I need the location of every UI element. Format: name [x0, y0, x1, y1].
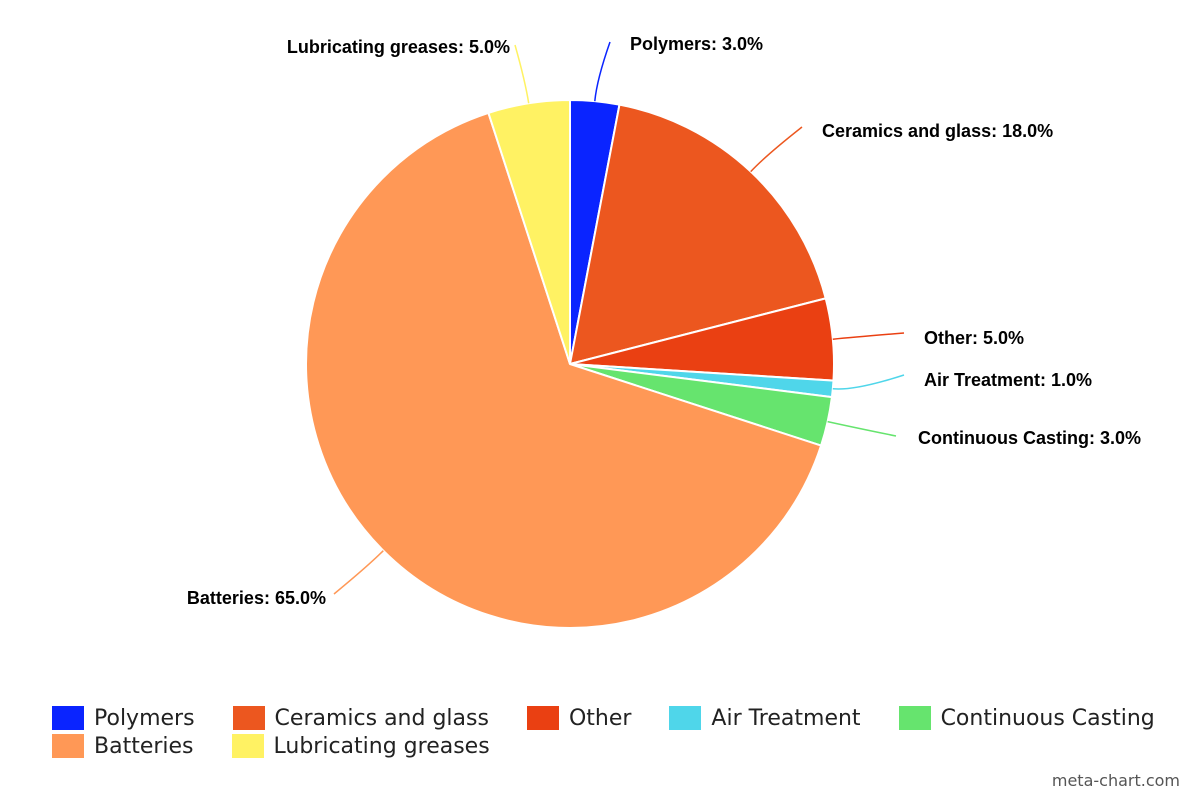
- legend-swatch: [52, 734, 84, 758]
- legend-label: Lubricating greases: [273, 733, 490, 759]
- credit-text: meta-chart.com: [1051, 771, 1180, 790]
- legend-swatch: [231, 734, 264, 758]
- legend-item-air-treatment[interactable]: Air Treatment: [669, 705, 861, 731]
- connector-line-continuous-casting: [827, 420, 897, 437]
- connector-line-ceramics-and-glass: [750, 126, 803, 173]
- connector-line-air-treatment: [832, 374, 905, 390]
- legend-label: Continuous Casting: [940, 705, 1155, 731]
- legend-label: Other: [568, 705, 632, 731]
- legend-label: Air Treatment: [711, 705, 861, 731]
- data-label-continuous-casting: Continuous Casting: 3.0%: [918, 428, 1141, 448]
- data-label-ceramics-and-glass: Ceramics and glass: 18.0%: [822, 121, 1053, 141]
- connector-line-batteries: [333, 550, 384, 595]
- legend-swatch: [669, 706, 702, 730]
- connector-line-polymers: [594, 41, 611, 102]
- legend-item-batteries[interactable]: Batteries: [52, 733, 194, 759]
- legend-swatch: [232, 706, 265, 730]
- legend-label: Ceramics and glass: [274, 705, 489, 731]
- connector-line-lubricating-greases: [514, 44, 530, 104]
- data-label-batteries: Batteries: 65.0%: [187, 588, 326, 608]
- legend-label: Batteries: [94, 733, 194, 759]
- data-label-lubricating-greases: Lubricating greases: 5.0%: [287, 37, 510, 57]
- legend: Polymers Ceramics and glass Other Air Treat…: [52, 705, 1182, 759]
- data-label-other: Other: 5.0%: [924, 328, 1024, 348]
- legend-item-lubricating-greases[interactable]: Lubricating greases: [231, 733, 490, 759]
- legend-swatch: [52, 706, 84, 730]
- data-label-air-treatment: Air Treatment: 1.0%: [924, 370, 1092, 390]
- pie-slice-batteries[interactable]: [305, 111, 823, 629]
- pie-slice-lubricating-greases[interactable]: [487, 98, 571, 365]
- legend-item-ceramics-and-glass[interactable]: Ceramics and glass: [232, 705, 489, 731]
- legend-swatch: [898, 706, 931, 730]
- data-label-polymers: Polymers: 3.0%: [630, 34, 763, 54]
- legend-item-polymers[interactable]: Polymers: [52, 705, 195, 731]
- legend-swatch: [526, 706, 559, 730]
- pie-slice-ceramics-and-glass[interactable]: [568, 103, 827, 366]
- connector-line-other: [832, 332, 905, 340]
- legend-label: Polymers: [94, 705, 195, 731]
- legend-item-other[interactable]: Other: [526, 705, 632, 731]
- legend-item-continuous-casting[interactable]: Continuous Casting: [898, 705, 1155, 731]
